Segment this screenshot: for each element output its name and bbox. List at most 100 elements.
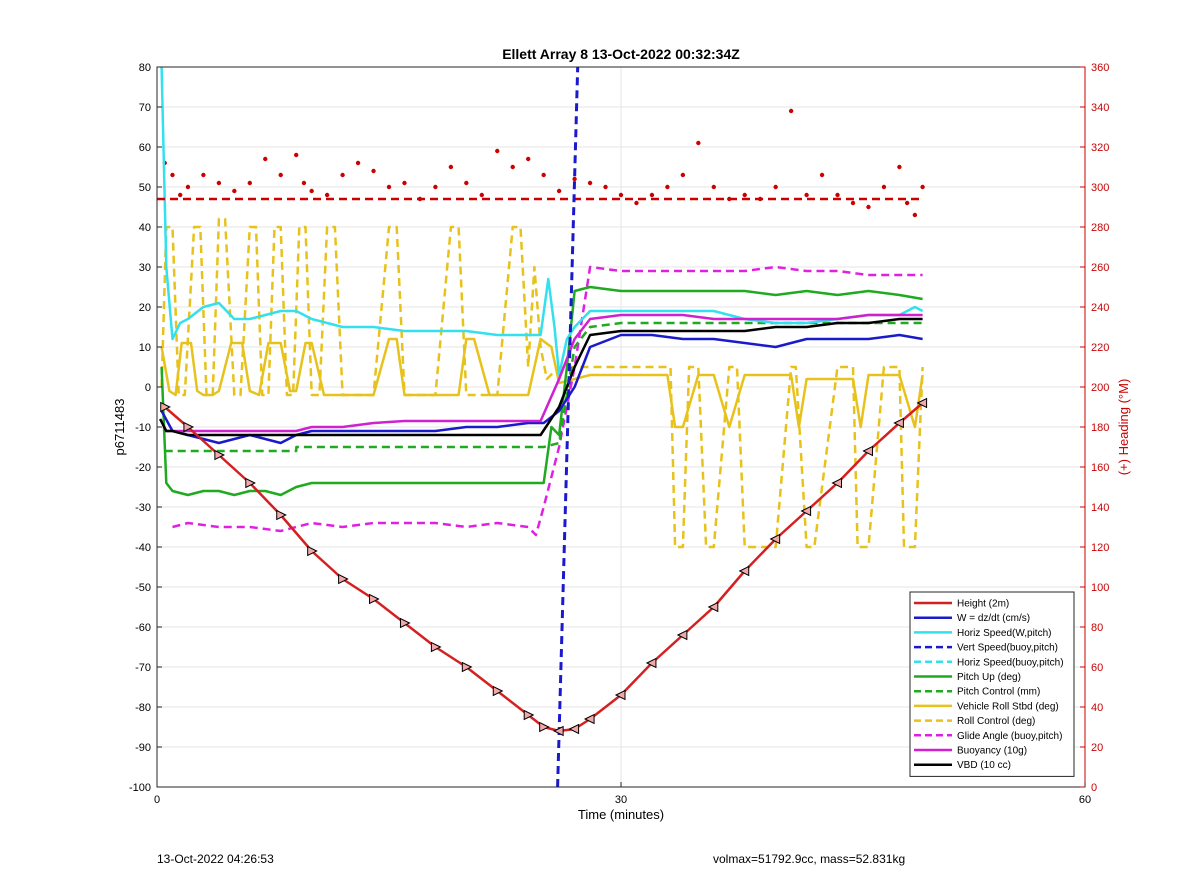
legend-box [909,591,1075,777]
heading-point [904,200,910,206]
left-axis: -100-90-80-70-60-50-40-30-20-10010203040… [129,62,162,794]
y2-tick-label: 100 [1091,582,1109,594]
height-marker [614,689,626,701]
height-marker [430,641,442,653]
heading-point [464,180,469,186]
heading-point [324,192,330,198]
y-tick-label: 20 [139,302,151,314]
y-tick-label: -40 [135,542,151,554]
height-marker [862,445,873,457]
chart-title: Ellett Array 8 13-Oct-2022 00:32:34Z [502,46,740,62]
heading-point [881,184,887,190]
y-axis-label: p6711483 [112,399,127,456]
y-tick-label: 10 [139,342,151,354]
legend-label-w-dz-dt-cm-s: W = dz/dt (cm/s) [957,613,1030,624]
right-axis: 0 20 40 60 80 100 120 140 160 180 200 220 240 260 280 3… [1080,62,1109,794]
y2-tick-label: 140 [1091,502,1109,514]
height-marker [214,449,225,461]
heading-point [185,184,191,190]
heading-point [556,188,562,194]
heading-point [247,180,252,186]
y-tick-label: 40 [139,222,151,234]
y2-axis-label: (+) Heading (°M) [1116,379,1131,476]
legend-label-pitch-up-deg: Pitch Up (deg) [957,672,1021,683]
y2-tick-label: 0 [1091,782,1097,794]
heading-point [371,168,376,174]
height-marker [461,661,473,673]
y-tick-label: -20 [135,462,151,474]
height-marker [245,477,256,489]
y2-tick-label: 60 [1091,662,1103,674]
heading-point [742,192,747,198]
height-marker [492,685,504,697]
y-tick-label: -50 [135,582,151,594]
y-tick-label: 80 [139,62,151,74]
x-axis-label: Time (minutes) [578,807,664,822]
series-pitch-control-mm [164,321,923,453]
series-w-dz-dt-cm-s [160,333,923,445]
y2-tick-label: 320 [1091,142,1109,154]
legend-label-vehicle-roll-stbd-deg: Vehicle Roll Stbd (deg) [957,701,1059,712]
series-height-2m [163,402,924,733]
height-marker [707,601,719,613]
y-tick-label: 60 [139,142,151,154]
bottom-axis: 0 30 60 [154,782,1091,806]
heading-point [618,192,624,198]
series-horiz-speed-w-pitch [160,66,924,377]
heading-point [355,160,361,166]
heading-point [433,184,438,190]
heading-point [920,184,925,190]
y2-tick-label: 300 [1091,182,1109,194]
height-marker [568,723,580,735]
heading-point [301,180,307,186]
y-tick-label: -90 [135,742,151,754]
y2-tick-label: 260 [1091,262,1109,274]
height-marker [539,721,550,733]
y2-tick-label: 20 [1091,742,1103,754]
heading-point [572,176,577,182]
heading-point [526,156,531,162]
heading-point [634,200,639,206]
heading-point [309,188,314,194]
grid-lines [157,67,1085,787]
legend-label-vbd-10-cc: VBD (10 cc) [957,760,1011,771]
heading-point [178,192,183,198]
heading-point [897,164,902,170]
legend-label-pitch-control-mm: Pitch Control (mm) [957,687,1040,698]
footer-timestamp: 13-Oct-2022 04:26:53 [157,852,274,866]
x-tick-label: 60 [1079,794,1091,806]
y-tick-label: -30 [135,502,151,514]
height-marker [738,565,750,577]
y2-tick-label: 360 [1091,62,1109,74]
series-vehicle-roll-stbd-deg [160,337,924,429]
footer-vehicle-info: volmax=51792.9cc, mass=52.831kg [713,852,906,866]
height-marker [523,709,535,721]
y2-tick-label: 280 [1091,222,1109,234]
heading-point [263,156,268,162]
heading-point [665,184,670,190]
heading-point [696,140,701,146]
heading-point [278,172,283,178]
y2-tick-label: 80 [1091,622,1103,634]
y2-tick-label: 340 [1091,102,1109,114]
height-marker [583,713,595,725]
series-vbd-10-cc [158,317,923,437]
heading-point [232,188,237,194]
legend-label-glide-angle-buoy-pitch: Glide Angle (buoy,pitch) [957,731,1062,742]
height-marker [307,545,318,557]
heading-point [835,192,840,198]
heading-point [912,212,918,218]
series-buoyancy-10g [164,313,923,433]
y-tick-label: -60 [135,622,151,634]
heading-point [804,192,809,198]
height-markers [160,397,928,737]
y-tick-label: -10 [135,422,151,434]
heading-point [866,204,871,210]
y-tick-label: 0 [145,382,151,394]
heading-point [340,172,345,178]
heading-point [479,192,484,198]
y-tick-label: 70 [139,102,151,114]
heading-point [216,180,222,186]
heading-point [850,200,856,206]
